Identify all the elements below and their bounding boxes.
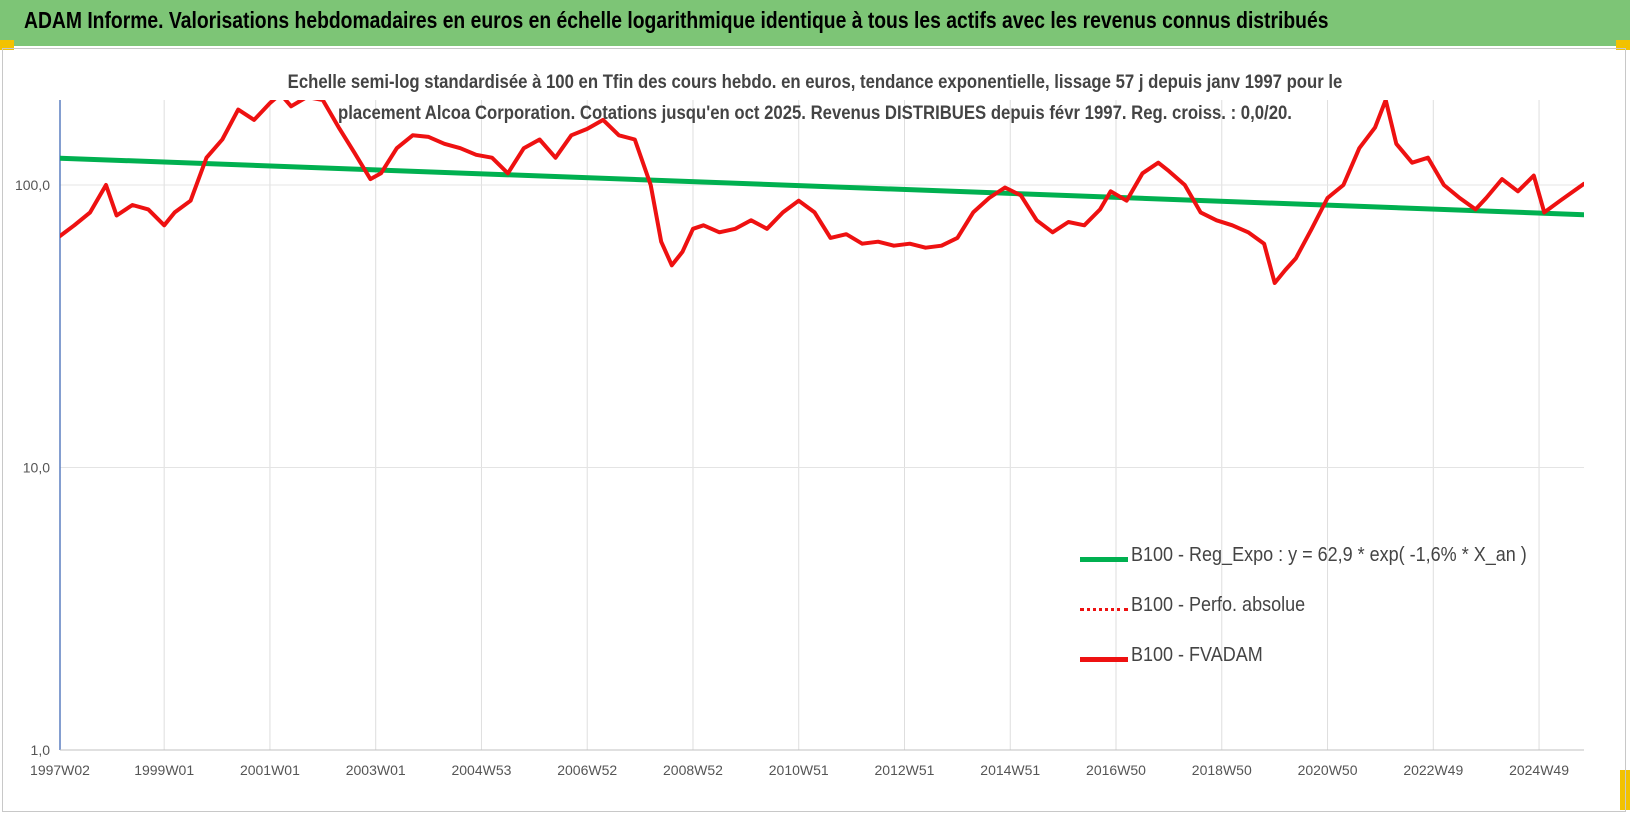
legend-swatch-perfo — [1080, 608, 1128, 611]
chart-subtitle-line-1: Echelle semi-log standardisée à 100 en T… — [287, 72, 1343, 93]
corner-marker — [0, 40, 14, 50]
legend-label-perfo: B100 - Perfo. absolue — [1131, 594, 1306, 616]
x-tick-label: 2010W51 — [769, 762, 829, 778]
x-tick-label: 2024W49 — [1509, 762, 1569, 778]
page-title: ADAM Informe. Valorisations hebdomadaire… — [24, 7, 1329, 33]
x-tick-label: 2016W50 — [1086, 762, 1146, 778]
x-tick-label: 1997W02 — [30, 762, 90, 778]
header-banner: ADAM Informe. Valorisations hebdomadaire… — [0, 0, 1630, 46]
x-tick-label: 2018W50 — [1192, 762, 1252, 778]
legend-label-fvadam: B100 - FVADAM — [1131, 644, 1263, 666]
x-tick-label: 2022W49 — [1403, 762, 1463, 778]
x-tick-label: 2014W51 — [980, 762, 1040, 778]
corner-marker — [1616, 40, 1630, 50]
x-tick-label: 2004W53 — [451, 762, 511, 778]
x-tick-label: 2001W01 — [240, 762, 300, 778]
x-tick-label: 1999W01 — [134, 762, 194, 778]
y-tick-label: 10,0 — [23, 460, 50, 476]
x-tick-label: 2006W52 — [557, 762, 617, 778]
y-tick-label: 100,0 — [15, 177, 50, 193]
legend-label-trend: B100 - Reg_Expo : y = 62,9 * exp( -1,6% … — [1131, 544, 1527, 566]
chart-frame — [2, 48, 1626, 812]
x-tick-label: 2008W52 — [663, 762, 723, 778]
legend-swatch-trend — [1080, 557, 1128, 562]
chart-subtitle-line-2: placement Alcoa Corporation. Cotations j… — [338, 103, 1292, 124]
x-tick-label: 2003W01 — [346, 762, 406, 778]
trend-line — [60, 155, 1584, 218]
fvadam-line — [60, 100, 1584, 285]
y-tick-label: 1,0 — [31, 742, 51, 758]
legend-swatch-fvadam — [1080, 657, 1128, 662]
x-tick-label: 2012W51 — [875, 762, 935, 778]
x-tick-label: 2020W50 — [1298, 762, 1358, 778]
